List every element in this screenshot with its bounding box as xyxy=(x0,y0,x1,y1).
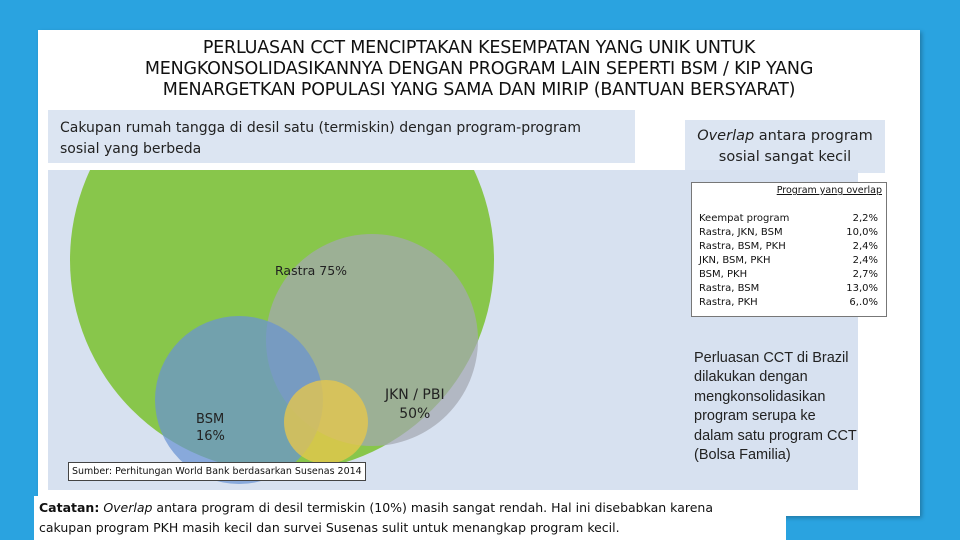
table-cell-program: Rastra, BSM xyxy=(699,283,760,294)
table-row: JKN, BSM, PKH 2,4% xyxy=(699,254,878,268)
bsm-circle xyxy=(155,316,323,484)
table-cell-value: 13,0% xyxy=(846,283,878,294)
footnote: Catatan: Overlap antara program di desil… xyxy=(34,496,786,540)
table-row: Rastra, JKN, BSM 10,0% xyxy=(699,226,878,240)
source-note: Sumber: Perhitungan World Bank berdasark… xyxy=(68,462,366,481)
brazil-text-line-2: dilakukan dengan xyxy=(694,369,808,386)
overlap-callout-line-2: sosial sangat kecil xyxy=(718,149,852,165)
table-row: Rastra, PKH 6,.0% xyxy=(699,296,878,310)
jkn-label-line-1: JKN / PBI xyxy=(385,387,445,403)
title-line-2: MENGKONSOLIDASIKANNYA DENGAN PROGRAM LAI… xyxy=(144,59,814,79)
table-cell-program: BSM, PKH xyxy=(699,269,748,280)
slide: PERLUASAN CCT MENCIPTAKAN KESEMPATAN YAN… xyxy=(38,30,920,516)
table-cell-value: 2,7% xyxy=(852,269,878,280)
table-cell-value: 2,4% xyxy=(852,255,878,266)
table-row: Rastra, BSM, PKH 2,4% xyxy=(699,240,878,254)
subtitle-box: Cakupan rumah tangga di desil satu (term… xyxy=(48,110,635,163)
page-title: PERLUASAN CCT MENCIPTAKAN KESEMPATAN YAN… xyxy=(38,38,920,101)
footnote-label: Catatan: xyxy=(39,500,100,515)
overlap-table-header: Program yang overlap xyxy=(776,185,882,196)
table-cell-value: 10,0% xyxy=(846,227,878,238)
brazil-text-line-6: (Bolsa Familia) xyxy=(694,447,791,464)
table-row: BSM, PKH 2,7% xyxy=(699,268,878,282)
overlap-callout: Overlap antara program sosial sangat kec… xyxy=(685,120,885,173)
overlap-callout-rest: antara program xyxy=(754,128,873,144)
overlap-table: Program yang overlap Keempat program 2,2%… xyxy=(691,182,887,317)
brazil-text-line-3: mengkonsolidasikan xyxy=(694,388,826,405)
table-row: Rastra, BSM 13,0% xyxy=(699,282,878,296)
jkn-label-line-2: 50% xyxy=(399,406,431,422)
footnote-text-2: cakupan program PKH masih kecil dan surv… xyxy=(39,520,620,535)
pkh-circle xyxy=(284,380,368,464)
rastra-label: Rastra 75% xyxy=(275,263,348,278)
table-cell-program: JKN, BSM, PKH xyxy=(699,255,771,266)
overlap-callout-italic: Overlap xyxy=(697,128,755,144)
bsm-label-line-2: 16% xyxy=(196,429,225,444)
jkn-label: JKN / PBI 50% xyxy=(385,386,445,424)
table-cell-program: Rastra, PKH xyxy=(699,297,758,308)
footnote-italic: Overlap xyxy=(103,500,153,515)
table-cell-value: 2,2% xyxy=(852,213,878,224)
brazil-text-line-4: program serupa ke xyxy=(694,408,816,425)
brazil-text: Perluasan CCT di Brazil dilakukan dengan… xyxy=(694,349,894,465)
table-cell-program: Keempat program xyxy=(699,213,790,224)
table-row: Keempat program 2,2% xyxy=(699,212,878,226)
table-cell-value: 6,.0% xyxy=(849,297,878,308)
table-cell-value: 2,4% xyxy=(852,241,878,252)
title-line-1: PERLUASAN CCT MENCIPTAKAN KESEMPATAN YAN… xyxy=(202,38,756,58)
table-cell-program: Rastra, BSM, PKH xyxy=(699,241,786,252)
venn-diagram xyxy=(70,170,494,484)
title-line-3: MENARGETKAN POPULASI YANG SAMA DAN MIRIP… xyxy=(162,80,796,100)
subtitle-line-2: sosial yang berbeda xyxy=(60,141,202,157)
brazil-text-line-5: dalam satu program CCT xyxy=(694,427,857,444)
table-cell-program: Rastra, JKN, BSM xyxy=(699,227,783,238)
bsm-label-line-1: BSM xyxy=(196,412,225,427)
footnote-text-1: antara program di desil termiskin (10%) … xyxy=(152,500,713,515)
brazil-text-line-1: Perluasan CCT di Brazil xyxy=(694,350,849,366)
subtitle-line-1: Cakupan rumah tangga di desil satu (term… xyxy=(60,120,581,136)
bsm-label: BSM 16% xyxy=(196,411,225,445)
